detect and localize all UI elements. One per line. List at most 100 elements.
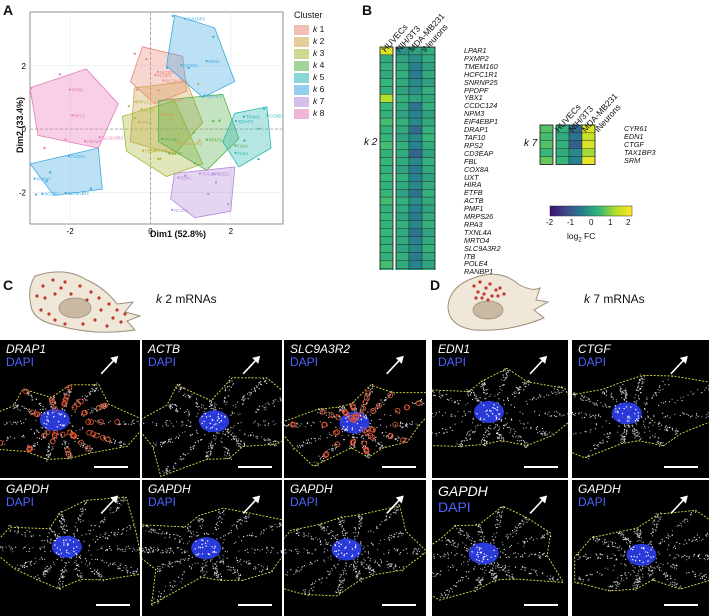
fish-spot	[276, 526, 278, 528]
fish-spot	[445, 428, 447, 431]
fish-spot	[174, 585, 176, 587]
fish-spot	[33, 445, 35, 447]
fish-spot	[179, 561, 181, 563]
fish-spot	[48, 568, 50, 570]
fish-spot	[620, 393, 623, 395]
fish-spot	[328, 533, 330, 535]
fish-spot	[74, 562, 76, 564]
fish-spot	[197, 519, 199, 521]
heatmap-cell	[421, 252, 436, 261]
direction-arrow	[386, 497, 402, 515]
fish-spot	[467, 395, 469, 397]
fish-spot	[197, 412, 199, 415]
fish-spot	[64, 562, 66, 564]
point-label: RPS8	[72, 88, 84, 93]
heatmap-cell	[408, 94, 423, 103]
fish-spot	[171, 550, 173, 552]
gene-label-k2: TAF10	[464, 132, 486, 142]
fish-spot	[229, 376, 231, 378]
fish-spot	[53, 530, 55, 532]
fish-spot	[31, 396, 33, 399]
fish-spot	[263, 421, 265, 423]
scatter-point	[98, 136, 101, 139]
fish-spot	[94, 408, 96, 410]
fish-spot	[216, 567, 218, 569]
fish-spot	[44, 550, 46, 553]
fish-spot	[30, 564, 32, 566]
fish-spot	[422, 402, 424, 404]
fish-spot	[402, 533, 404, 535]
heatmap-cell	[408, 252, 423, 261]
fish-spot	[364, 560, 366, 562]
fish-spot	[360, 561, 362, 563]
fish-spot	[486, 441, 488, 443]
fish-spot	[356, 535, 358, 537]
fish-spot	[53, 531, 56, 533]
fish-spot	[404, 424, 406, 426]
fish-spot	[587, 454, 589, 456]
nuclear-spot	[215, 423, 217, 425]
fish-spot	[420, 398, 423, 401]
fish-spot	[14, 406, 16, 409]
gene-label-k2: ACTB	[464, 196, 484, 206]
fish-spot	[580, 412, 583, 414]
fish-spot	[358, 526, 360, 528]
fish-spot	[32, 412, 34, 414]
fish-spot	[23, 436, 25, 438]
fish-spot	[456, 443, 458, 445]
legend-item-k3: k 3	[294, 47, 354, 59]
fish-spot	[63, 571, 65, 573]
fish-spot	[365, 435, 367, 437]
mrna-dot	[478, 280, 482, 284]
fish-spot	[125, 546, 127, 548]
fish-spot	[326, 577, 328, 579]
fish-spot	[13, 421, 15, 423]
fish-spot	[308, 593, 311, 595]
fish-spot	[125, 565, 127, 567]
fish-spot	[259, 424, 261, 426]
fish-spot	[297, 446, 300, 448]
fish-spot	[636, 400, 638, 402]
fish-spot	[324, 543, 327, 545]
fish-spot	[99, 421, 101, 423]
fish-spot	[235, 541, 237, 543]
fish-spot	[167, 550, 169, 552]
fish-spot	[485, 392, 487, 394]
fish-spot	[100, 534, 102, 536]
fish-spot	[525, 382, 527, 384]
fish-spot	[259, 550, 261, 552]
fish-spot	[190, 422, 192, 424]
fish-spot	[370, 566, 372, 569]
legend-num: 2	[317, 36, 325, 46]
fish-spot	[236, 440, 238, 443]
fish-spot	[638, 398, 640, 400]
fish-spot	[465, 437, 467, 439]
nuclear-spot	[334, 545, 337, 547]
fish-spot	[179, 536, 181, 538]
nuclear-spot	[360, 418, 362, 421]
fish-spot	[523, 423, 525, 425]
fish-spot	[355, 568, 357, 570]
fish-spot	[88, 544, 90, 546]
fish-spot	[390, 513, 392, 516]
fish-spot	[357, 515, 359, 517]
fish-spot	[93, 408, 95, 410]
fish-spot	[248, 516, 250, 518]
fish-spot	[357, 561, 359, 563]
fish-spot	[326, 437, 328, 439]
fish-spot	[539, 430, 541, 432]
fish-spot	[247, 398, 249, 400]
fish-spot	[166, 472, 168, 474]
fish-spot	[239, 574, 241, 576]
fish-spot	[232, 568, 234, 570]
fish-spot	[315, 580, 317, 583]
fish-spot	[507, 426, 509, 429]
fish-spot	[59, 520, 61, 522]
fish-spot	[114, 442, 116, 444]
point-label: PLOD3	[157, 73, 171, 78]
fish-spot	[338, 416, 340, 418]
fish-spot	[496, 425, 498, 427]
heatmap-cell	[408, 220, 423, 229]
fish-spot	[167, 466, 169, 468]
fish-spot	[463, 410, 465, 412]
